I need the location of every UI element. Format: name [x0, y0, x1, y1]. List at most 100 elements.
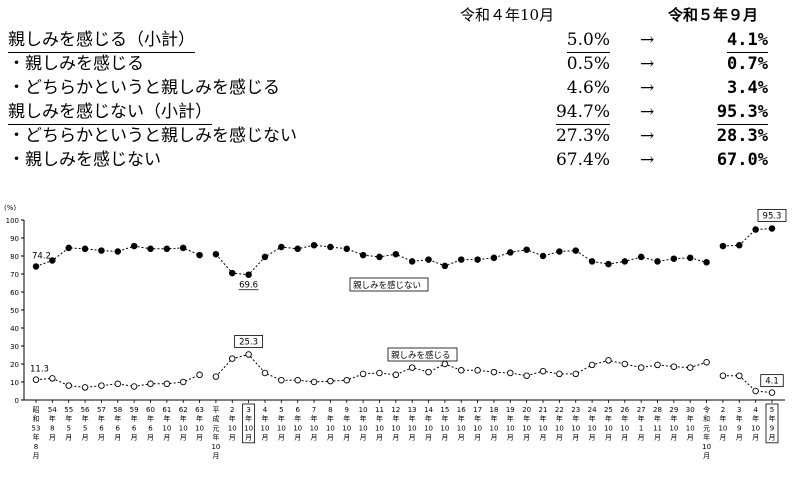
- x-tick-label: 月: [409, 434, 416, 442]
- data-label: 4.1: [765, 377, 779, 387]
- summary-table: 令和４年10月 令和５年９月 親しみを感じる（小計） 5.0% → 4.1% ・親しみを…: [0, 0, 800, 190]
- x-tick-label: 10: [293, 424, 302, 432]
- arrow-icon: →: [640, 150, 655, 170]
- x-tick-label: 6: [148, 424, 153, 432]
- data-point: [32, 263, 40, 270]
- previous-value: 67.4%: [555, 150, 610, 170]
- y-tick-label: 0: [15, 397, 19, 405]
- row-label: ・親しみを感じない: [8, 150, 161, 170]
- x-tick-label: 20: [522, 406, 531, 414]
- data-point: [359, 370, 367, 378]
- data-point: [703, 259, 710, 266]
- x-tick-label: 22: [555, 406, 564, 414]
- x-tick-label: 6: [295, 406, 300, 414]
- x-tick-label: 16: [457, 406, 466, 414]
- data-point: [278, 243, 285, 251]
- x-tick-label: 14: [424, 406, 433, 414]
- data-point: [261, 369, 269, 377]
- y-tick-label: 30: [10, 343, 19, 351]
- data-point: [343, 245, 351, 253]
- x-tick-label: 10: [489, 424, 498, 432]
- x-tick-label: 57: [97, 406, 106, 414]
- arrow-icon: →: [640, 78, 655, 98]
- data-point: [49, 375, 56, 382]
- data-point: [98, 247, 105, 254]
- x-tick-label: 3: [737, 406, 741, 414]
- x-tick-label: 年: [343, 414, 350, 423]
- data-point: [425, 368, 432, 376]
- x-tick-label: 月: [131, 434, 138, 442]
- x-tick-label: 年: [294, 414, 301, 423]
- x-tick-label: 10: [310, 424, 319, 432]
- x-tick-label: 8: [328, 406, 332, 414]
- data-point: [572, 370, 579, 378]
- series-name-label: 親しみを感じない: [353, 280, 421, 291]
- x-tick-label: 月: [245, 434, 252, 442]
- x-tick-label: 年: [474, 414, 481, 423]
- data-point: [588, 361, 596, 369]
- data-point: [310, 241, 318, 249]
- x-tick-label: 10: [359, 424, 368, 432]
- x-tick-label: 10: [588, 424, 597, 432]
- x-tick-label: 12: [391, 406, 400, 414]
- summary-row: ・親しみを感じる 0.5% → 0.7%: [0, 52, 800, 76]
- x-tick-label: 4: [753, 406, 758, 414]
- x-tick-label: 年: [670, 414, 677, 423]
- data-point: [457, 367, 465, 374]
- x-tick-label: 月: [392, 434, 399, 442]
- data-point: [147, 245, 154, 253]
- x-tick-label: 年: [261, 414, 268, 423]
- trend-line-chart: (%)0102030405060708090100昭和53年8月54年8月55年…: [4, 204, 787, 460]
- x-tick-label: 月: [540, 434, 547, 442]
- x-tick-label: 2: [721, 406, 725, 414]
- x-tick-label: 2: [230, 406, 234, 414]
- x-tick-label: 年: [311, 414, 318, 423]
- series-name-label: 親しみを感じる: [391, 350, 451, 361]
- x-tick-label: 和: [33, 414, 40, 423]
- x-tick-label: 月: [212, 452, 219, 460]
- data-point: [670, 363, 678, 370]
- x-tick-label: 月: [752, 434, 759, 442]
- x-tick-label: 15: [440, 406, 449, 414]
- series-name-box: [387, 347, 458, 362]
- x-tick-label: 年: [638, 414, 645, 423]
- data-point: [474, 367, 481, 374]
- previous-value: 4.6%: [566, 78, 610, 98]
- x-tick-label: 5: [83, 424, 87, 432]
- x-tick-label: 17: [473, 406, 482, 414]
- x-tick-label: 11: [653, 424, 662, 432]
- data-point: [556, 370, 563, 378]
- annotation-box: [234, 335, 264, 348]
- header-previous: 令和４年10月: [460, 6, 555, 24]
- data-point: [637, 253, 645, 261]
- x-tick-label: 年: [212, 433, 219, 442]
- x-tick-label: 56: [81, 406, 90, 414]
- data-point: [114, 380, 122, 388]
- x-tick-label: 62: [179, 406, 188, 414]
- x-tick-label: 月: [33, 452, 40, 460]
- x-tick-label: 月: [229, 434, 236, 442]
- summary-row: 親しみを感じない（小計） 94.7% → 95.3%: [0, 100, 800, 125]
- x-tick-label: 58: [113, 406, 122, 414]
- data-point: [327, 243, 334, 251]
- data-point: [572, 247, 579, 254]
- x-tick-label: 6: [116, 424, 121, 432]
- x-tick-label: 10: [604, 424, 613, 432]
- x-tick-label: 月: [114, 434, 121, 442]
- x-tick-label: 10: [391, 424, 400, 432]
- x-tick-label: 月: [425, 434, 432, 442]
- data-point: [179, 244, 187, 252]
- data-point: [703, 358, 710, 366]
- x-tick-label: 年: [589, 414, 596, 423]
- x-tick-label: 59: [130, 406, 139, 414]
- summary-row: ・親しみを感じない 67.4% → 67.0%: [0, 148, 800, 172]
- x-tick-label: 10: [261, 424, 270, 432]
- data-point: [376, 369, 383, 377]
- x-tick-label: 54: [48, 406, 57, 414]
- x-tick-label: 19: [506, 406, 515, 414]
- x-tick-label: 月: [343, 434, 350, 442]
- x-tick-label: 月: [572, 434, 579, 442]
- x-tick-label: 平: [212, 406, 219, 414]
- row-label: 親しみを感じない（小計）: [8, 100, 212, 125]
- data-point: [736, 241, 743, 249]
